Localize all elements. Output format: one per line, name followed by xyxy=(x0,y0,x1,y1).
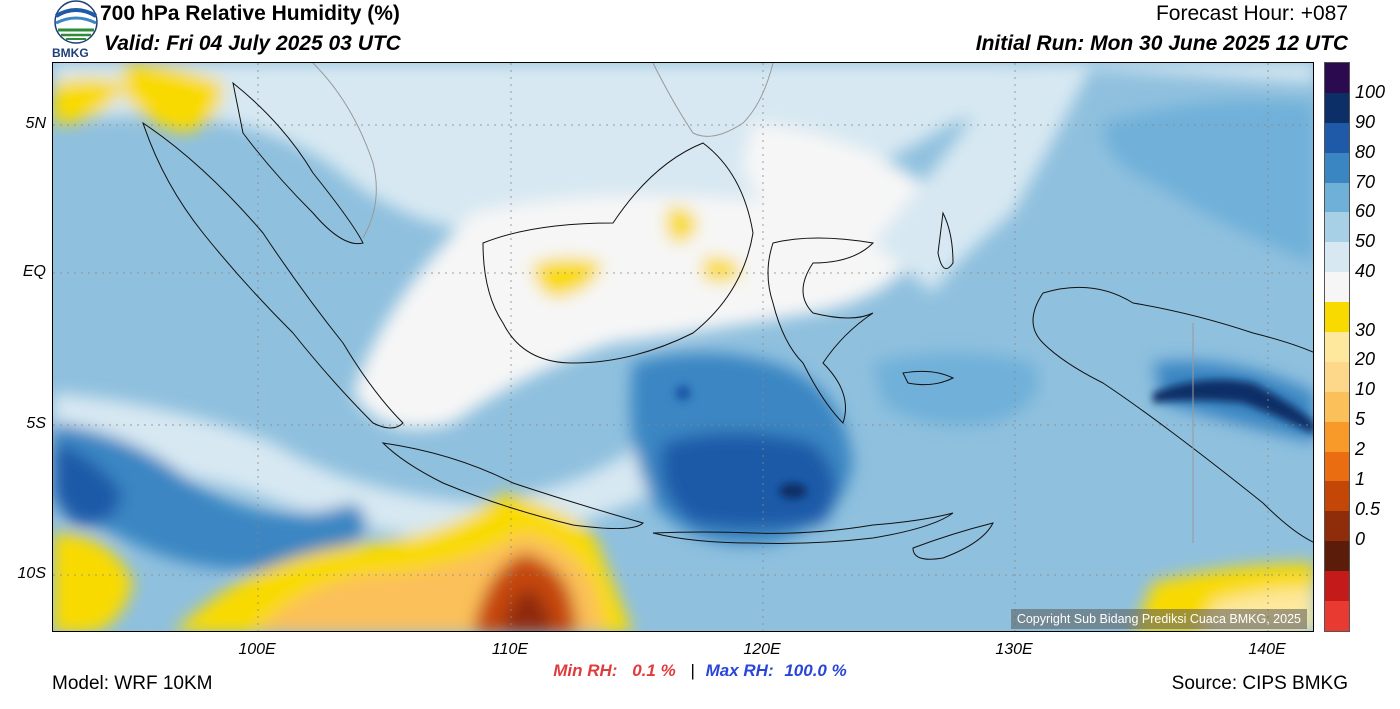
lon-label-120e: 120E xyxy=(743,641,781,658)
lon-label-100e: 100E xyxy=(238,641,276,658)
legend-label: 0.5 xyxy=(1355,498,1381,519)
legend-swatch xyxy=(1325,571,1349,602)
lat-label-5s: 5S xyxy=(26,415,46,432)
legend-label: 5 xyxy=(1355,409,1366,430)
max-rh-value: 100.0 % xyxy=(784,661,847,680)
forecast-hour: Forecast Hour: +087 xyxy=(1155,2,1348,25)
logo-text: BMKG xyxy=(52,46,89,60)
lat-label-5n: 5N xyxy=(25,115,46,132)
legend-swatch xyxy=(1325,182,1349,213)
copyright-text: Copyright Sub Bidang Prediksi Cuaca BMKG… xyxy=(1010,609,1307,629)
lat-label-eq: EQ xyxy=(22,263,46,280)
legend-label: 60 xyxy=(1355,201,1376,222)
max-rh-label: Max RH: xyxy=(705,661,774,680)
legend-label: 40 xyxy=(1355,261,1376,282)
legend-label: 30 xyxy=(1355,319,1376,340)
legend-label: 70 xyxy=(1355,171,1376,192)
valid-time: Valid: Fri 04 July 2025 03 UTC xyxy=(104,32,401,55)
initial-run: Initial Run: Mon 30 June 2025 12 UTC xyxy=(975,32,1348,55)
min-rh-value: 0.1 % xyxy=(632,661,676,680)
legend-label: 0 xyxy=(1355,528,1366,549)
min-rh-label: Min RH: xyxy=(553,661,618,680)
rh-stats: Min RH: 0.1 % | Max RH: 100.0 % xyxy=(0,661,1400,681)
legend-swatch xyxy=(1325,332,1349,362)
lon-label-130e: 130E xyxy=(995,641,1033,658)
legend-swatch xyxy=(1325,421,1349,452)
color-legend xyxy=(1324,62,1350,632)
bmkg-logo xyxy=(52,0,100,60)
lon-label-110e: 110E xyxy=(491,641,529,658)
legend-swatch xyxy=(1325,92,1349,123)
legend-swatch xyxy=(1325,63,1349,93)
legend-label: 100 xyxy=(1355,81,1386,102)
legend-swatch xyxy=(1325,242,1349,273)
legend-swatch xyxy=(1325,481,1349,512)
legend-swatch xyxy=(1325,302,1349,333)
legend-swatch xyxy=(1325,601,1349,631)
map-title: 700 hPa Relative Humidity (%) xyxy=(100,2,400,25)
humidity-field xyxy=(53,63,1313,631)
legend-label: 80 xyxy=(1355,141,1376,162)
lon-label-140e: 140E xyxy=(1248,641,1286,658)
legend-swatch xyxy=(1325,152,1349,183)
source-label: Source: CIPS BMKG xyxy=(1171,673,1348,694)
legend-label: 90 xyxy=(1355,111,1376,132)
legend-swatch xyxy=(1325,361,1349,392)
legend-swatch xyxy=(1325,541,1349,572)
legend-swatch xyxy=(1325,511,1349,542)
legend-label: 20 xyxy=(1355,349,1376,370)
lat-label-10s: 10S xyxy=(17,565,46,582)
humidity-map[interactable]: Copyright Sub Bidang Prediksi Cuaca BMKG… xyxy=(52,62,1314,632)
legend-swatch xyxy=(1325,451,1349,482)
legend-label: 10 xyxy=(1355,379,1376,400)
legend-label: 50 xyxy=(1355,231,1376,252)
legend-swatch xyxy=(1325,122,1349,153)
legend-swatch xyxy=(1325,391,1349,422)
legend-label: 2 xyxy=(1355,439,1366,460)
legend-swatch xyxy=(1325,272,1349,303)
stats-separator: | xyxy=(690,661,695,680)
legend-label: 1 xyxy=(1355,469,1366,490)
legend-swatch xyxy=(1325,212,1349,243)
model-label: Model: WRF 10KM xyxy=(52,673,213,694)
